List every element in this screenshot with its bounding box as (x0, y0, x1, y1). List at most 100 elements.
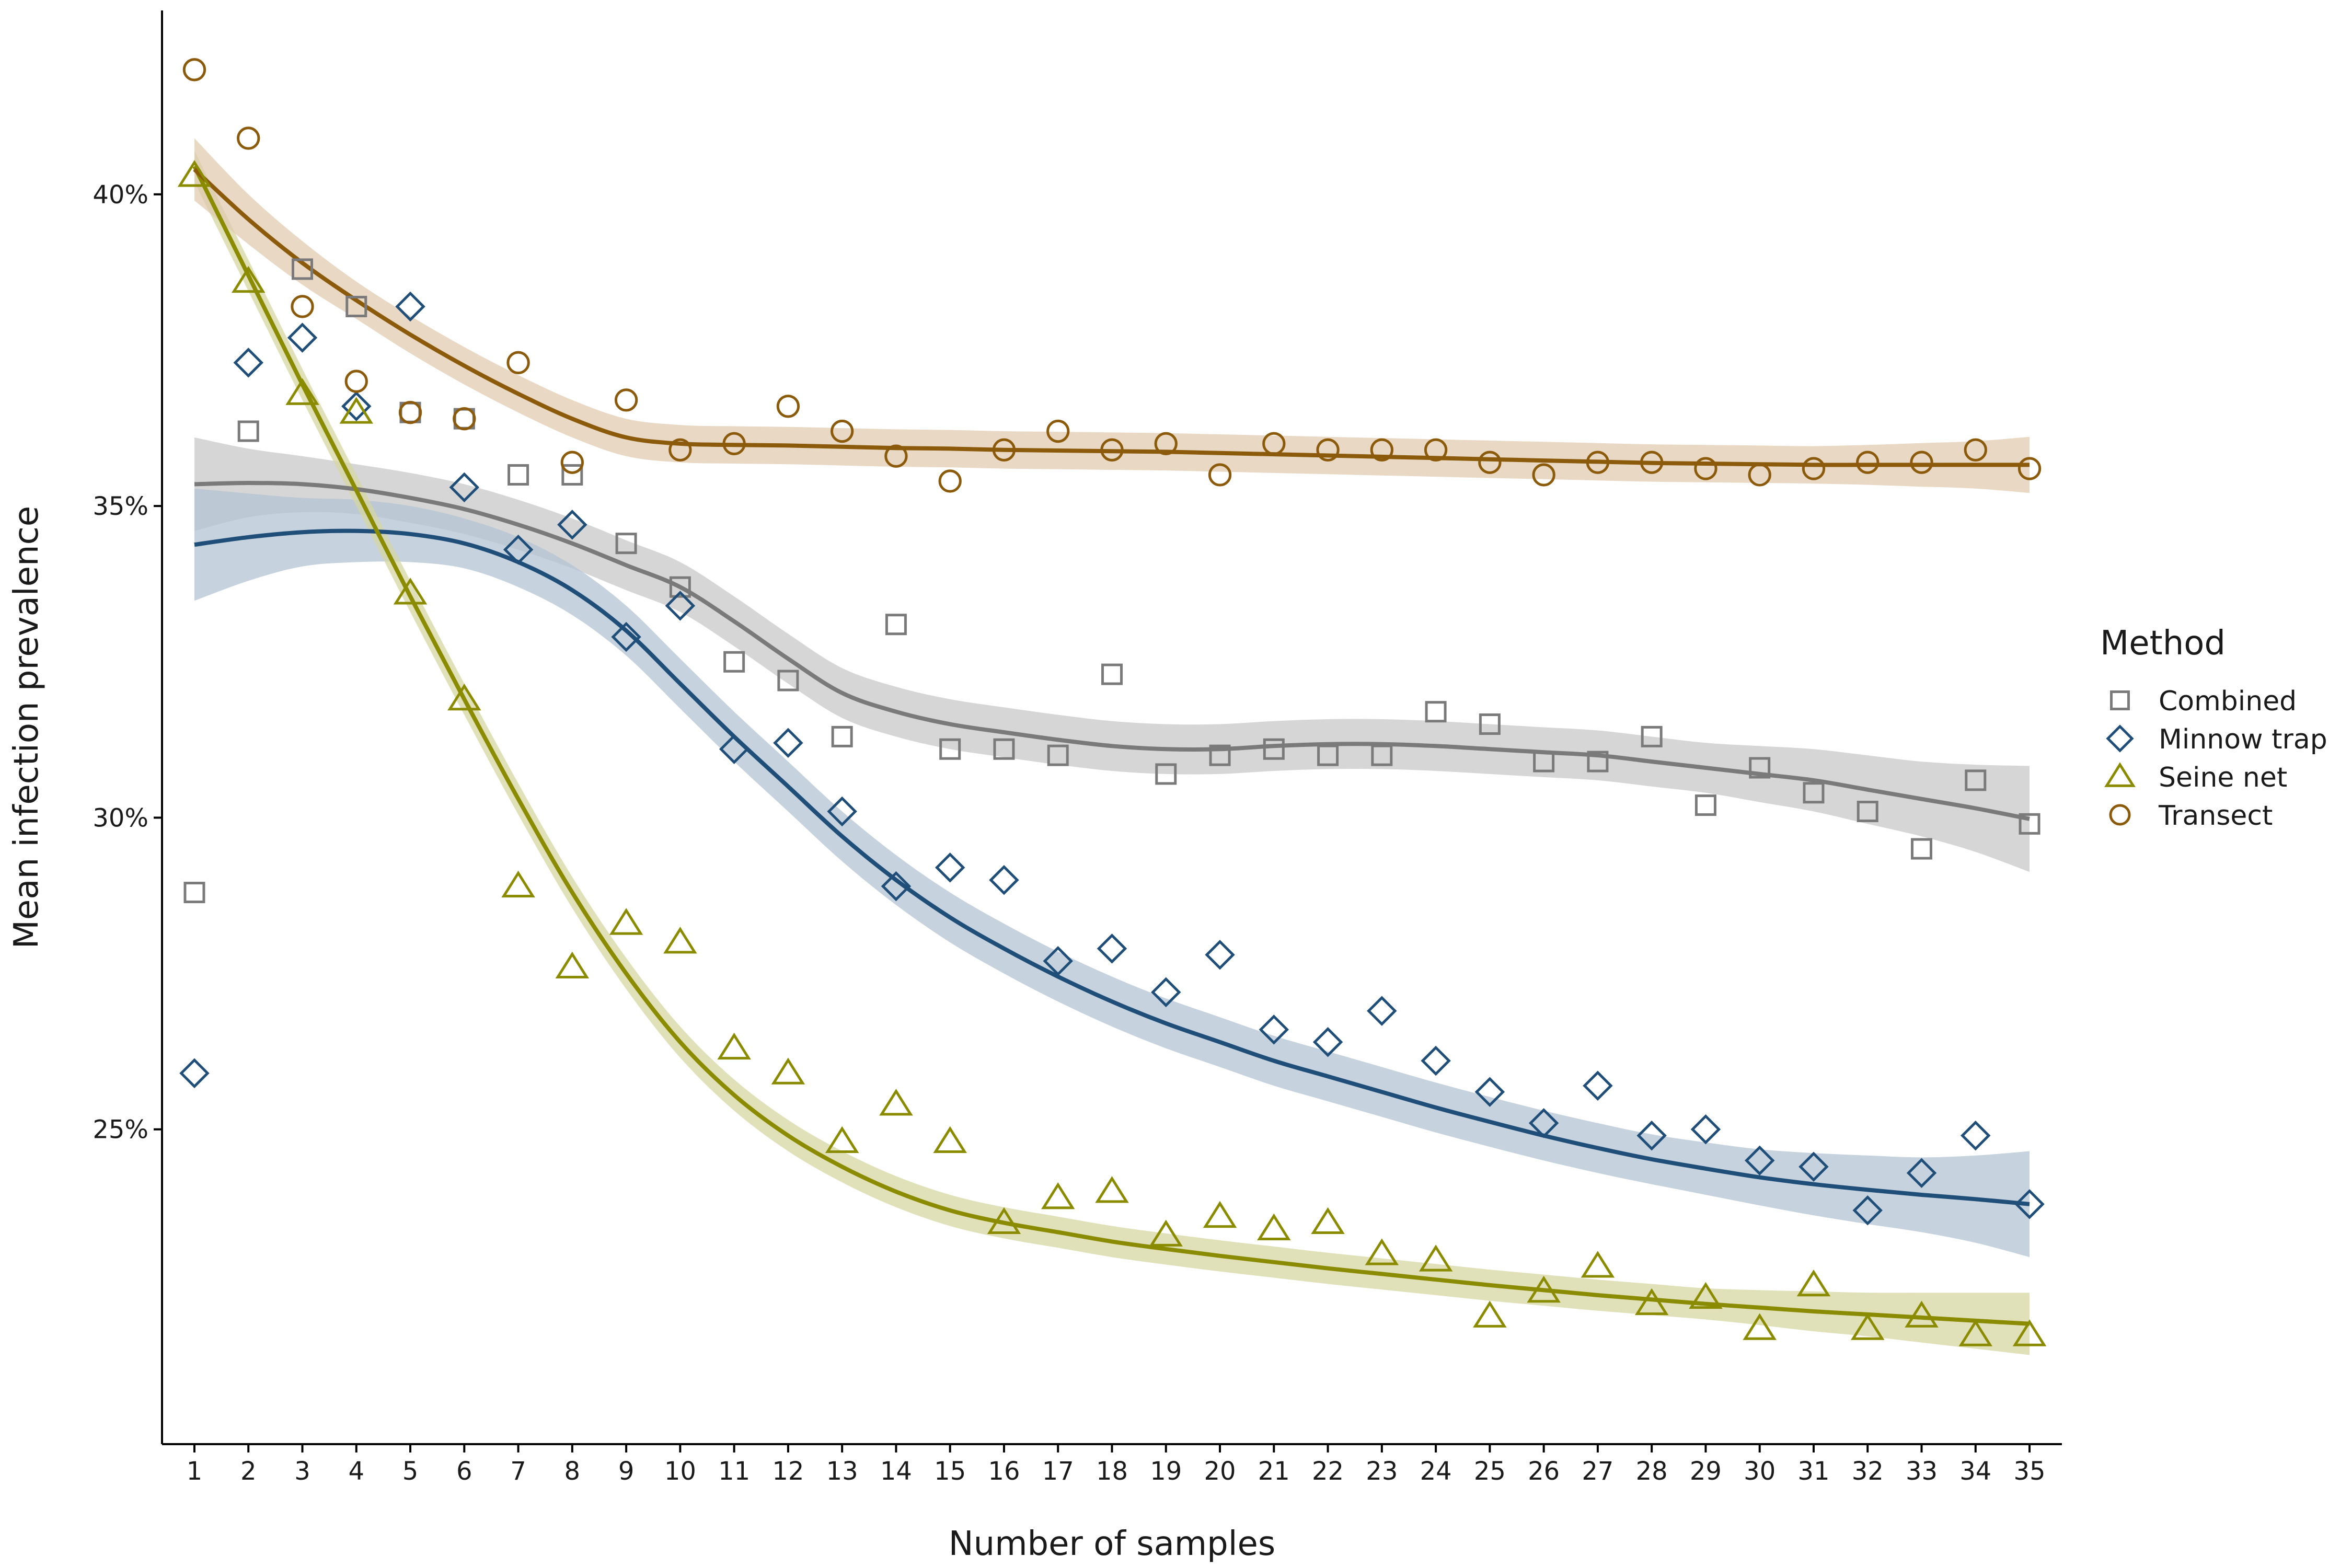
point-minnow-trap (665, 591, 696, 621)
x-tick-label: 8 (564, 1457, 581, 1486)
point-transect (1640, 451, 1664, 474)
point-combined (1101, 663, 1123, 685)
legend: Method Combined Minnow trap Seine net Trans… (2100, 624, 2327, 832)
point-combined (1803, 782, 1825, 804)
point-minnow-trap (1583, 1070, 1613, 1101)
point-seine-net (1796, 1269, 1831, 1297)
point-minnow-trap (557, 510, 587, 540)
point-seine-net (1634, 1288, 1669, 1316)
point-transect (1316, 438, 1340, 462)
x-tick-label: 35 (2014, 1457, 2046, 1486)
point-minnow-trap (179, 1058, 210, 1089)
point-transect (1694, 457, 1717, 480)
x-tick-label: 25 (1474, 1457, 1506, 1486)
x-tick-label: 11 (718, 1457, 750, 1486)
point-combined (939, 738, 961, 760)
point-transect (668, 438, 692, 462)
point-combined (615, 533, 637, 555)
point-transect (506, 351, 530, 375)
point-transect (722, 432, 746, 456)
point-seine-net (879, 1089, 913, 1116)
point-transect (182, 58, 206, 82)
point-transect (1964, 438, 1987, 462)
point-seine-net (1581, 1251, 1615, 1278)
legend-key-transect (2109, 804, 2131, 826)
point-minnow-trap (1528, 1108, 1559, 1138)
legend-key-seine-net (2104, 762, 2136, 787)
smooth-line-transect (193, 168, 2030, 467)
point-transect (1478, 451, 1502, 474)
x-tick-label: 19 (1150, 1457, 1182, 1486)
point-transect (1262, 432, 1286, 456)
point-transect (1910, 451, 1933, 474)
y-axis-ticks: 25% 30% 35% 40% (93, 180, 162, 1145)
point-combined (1749, 757, 1771, 779)
point-minnow-trap (395, 291, 425, 322)
point-combined (1911, 838, 1933, 860)
point-seine-net (663, 927, 697, 954)
point-combined (1317, 744, 1339, 766)
point-combined (1533, 751, 1555, 773)
point-minnow-trap (1474, 1077, 1505, 1107)
point-combined (1263, 738, 1285, 760)
point-minnow-trap (233, 348, 263, 378)
x-tick-label: 33 (1906, 1457, 1938, 1486)
point-seine-net (1527, 1275, 1561, 1303)
point-seine-net (231, 266, 266, 293)
smooth-line-combined (194, 480, 2030, 821)
point-combined (345, 295, 367, 317)
point-transect (1586, 451, 1610, 474)
point-seine-net (447, 683, 481, 711)
point-seine-net (987, 1207, 1021, 1235)
point-seine-net (285, 378, 319, 405)
point-combined (831, 725, 853, 747)
x-tick-label: 12 (772, 1457, 804, 1486)
point-minnow-trap (1690, 1114, 1721, 1145)
legend-label-combined: Combined (2159, 686, 2297, 717)
smooth-lines (192, 165, 2030, 1326)
point-minnow-trap (1367, 996, 1397, 1026)
point-seine-net (1365, 1238, 1399, 1265)
point-seine-net (1419, 1244, 1453, 1272)
x-axis-title: Number of samples (949, 1525, 1276, 1563)
point-minnow-trap (1906, 1158, 1937, 1188)
x-tick-label: 28 (1636, 1457, 1668, 1486)
point-transect (344, 370, 368, 393)
point-combined (2019, 813, 2040, 835)
point-seine-net (339, 397, 374, 424)
point-minnow-trap (2014, 1189, 2045, 1219)
x-tick-label: 26 (1528, 1457, 1560, 1486)
point-transect (1802, 457, 1826, 480)
point-minnow-trap (773, 728, 803, 758)
x-tick-label: 13 (826, 1457, 858, 1486)
x-tick-label: 21 (1258, 1457, 1290, 1486)
point-seine-net (609, 908, 643, 935)
point-combined (885, 614, 907, 636)
point-minnow-trap (1151, 977, 1181, 1008)
ribbon-transect (194, 138, 2030, 493)
point-minnow-trap (449, 472, 480, 503)
point-seine-net (1149, 1219, 1183, 1247)
point-transect (291, 295, 314, 318)
point-seine-net (1257, 1213, 1291, 1240)
point-minnow-trap (1961, 1120, 1991, 1151)
ribbon-combined (194, 437, 2030, 872)
point-transect (614, 388, 638, 412)
point-seine-net (1958, 1319, 1993, 1346)
x-tick-label: 15 (934, 1457, 966, 1486)
x-tick-label: 16 (988, 1457, 1020, 1486)
point-transect (453, 407, 476, 431)
x-tick-label: 9 (618, 1457, 635, 1486)
point-minnow-trap (1312, 1027, 1343, 1057)
point-transect (1154, 432, 1178, 456)
x-tick-label: 30 (1744, 1457, 1775, 1486)
point-minnow-trap (1798, 1151, 1829, 1182)
y-tick-label: 25% (93, 1115, 148, 1145)
y-tick-label: 30% (93, 803, 148, 833)
ribbon-minnow-trap (194, 488, 2030, 1258)
point-seine-net (933, 1126, 967, 1153)
x-tick-label: 22 (1312, 1457, 1344, 1486)
point-combined (183, 882, 205, 904)
x-tick-label: 23 (1366, 1457, 1398, 1486)
